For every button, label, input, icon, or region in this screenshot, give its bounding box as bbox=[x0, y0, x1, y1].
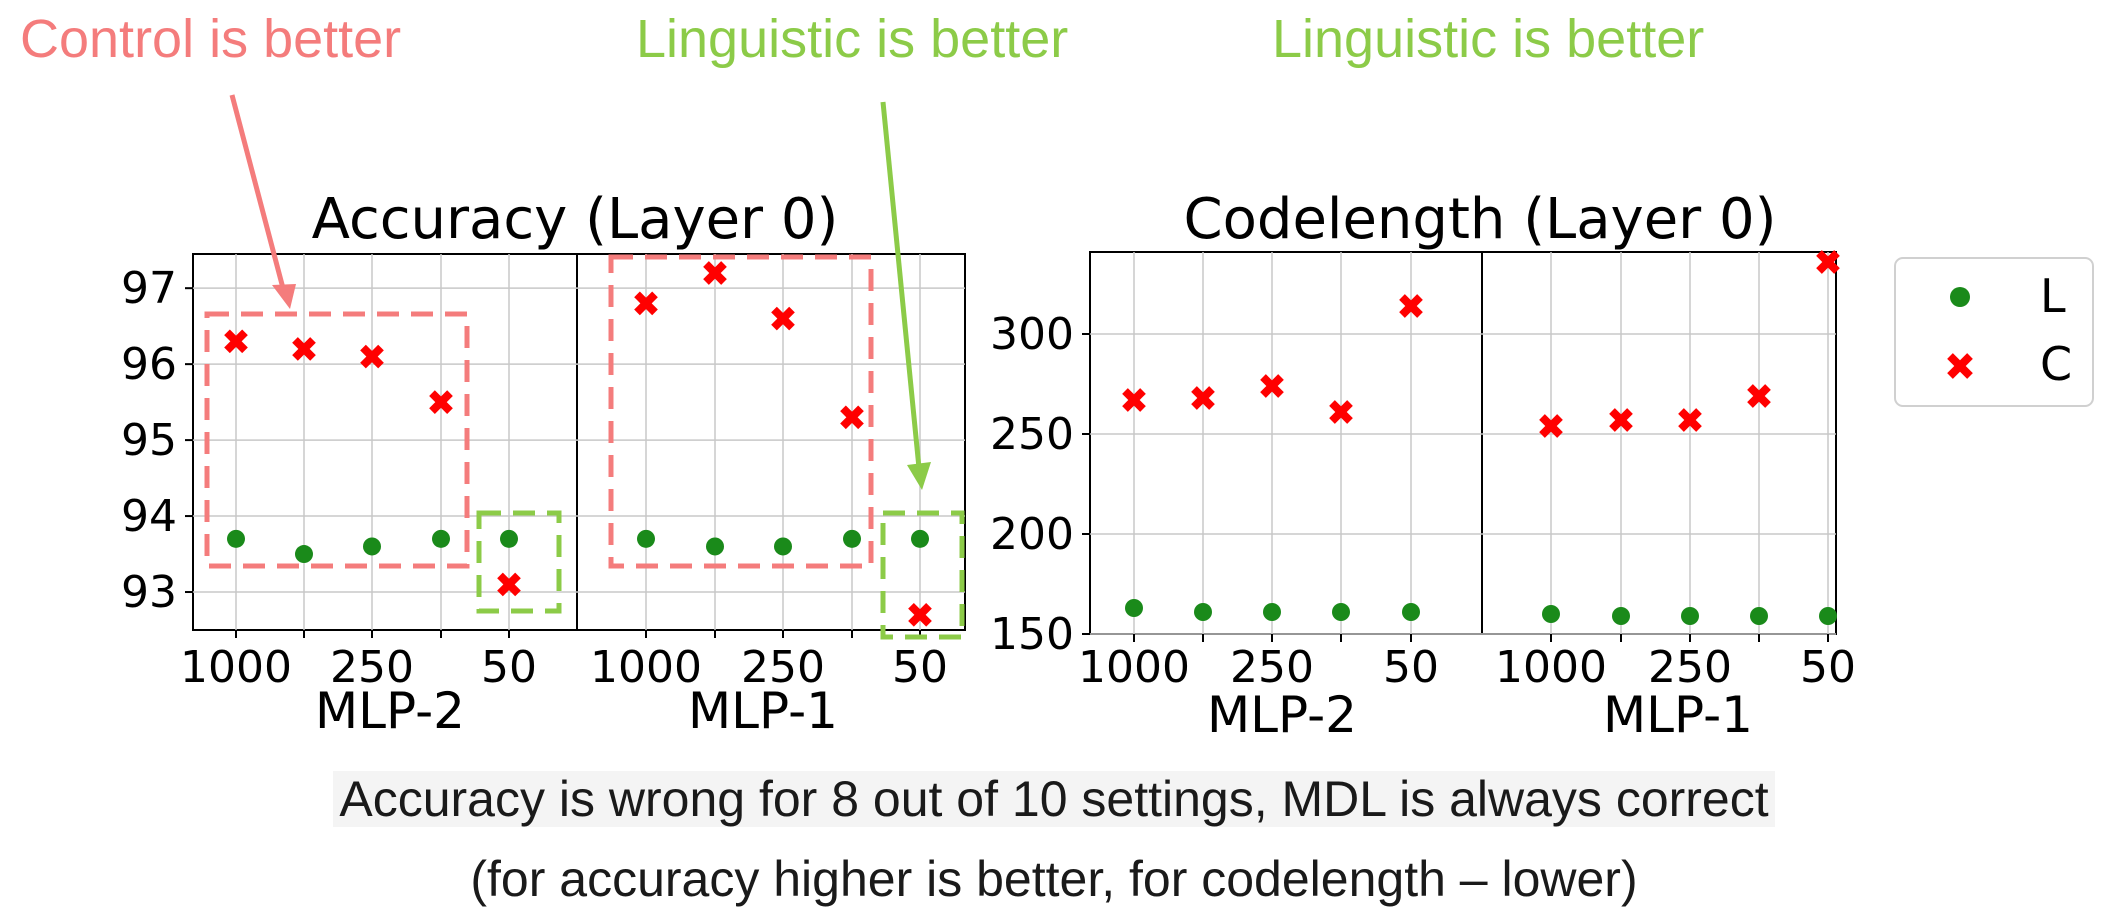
point-L bbox=[1125, 599, 1143, 617]
y-tick-label: 93 bbox=[121, 567, 177, 618]
point-C bbox=[1678, 408, 1702, 432]
x-tick-label: 250 bbox=[741, 642, 825, 693]
point-C bbox=[634, 291, 658, 316]
point-C bbox=[1747, 384, 1771, 408]
x-tick-label: 50 bbox=[481, 642, 537, 693]
point-C bbox=[703, 261, 727, 285]
chart-title-accuracy: Accuracy (Layer 0) bbox=[312, 187, 839, 252]
point-C bbox=[1609, 408, 1633, 432]
x-tick-label: 1000 bbox=[1495, 642, 1607, 693]
point-C bbox=[771, 306, 795, 331]
annotation-linguistic-better-1: Linguistic is better bbox=[636, 9, 1068, 69]
accuracy-plot-area bbox=[192, 253, 966, 631]
linguistic-better-box-mlp2 bbox=[476, 510, 562, 614]
caption-line-2: (for accuracy higher is better, for code… bbox=[0, 850, 2108, 908]
x-tick-label: 250 bbox=[1648, 642, 1732, 693]
point-L bbox=[774, 537, 792, 556]
point-C bbox=[497, 572, 521, 597]
point-C bbox=[1816, 250, 1840, 274]
legend-label-L: L bbox=[2040, 269, 2066, 323]
point-L bbox=[843, 529, 861, 548]
point-C bbox=[1191, 386, 1215, 410]
point-C bbox=[429, 390, 453, 414]
control-better-box-mlp2 bbox=[204, 311, 470, 569]
point-L bbox=[1750, 607, 1768, 625]
accuracy-xlabel-mlp2: MLP-2 bbox=[315, 682, 465, 740]
caption-line-1-text: Accuracy is wrong for 8 out of 10 settin… bbox=[333, 771, 1775, 827]
point-L bbox=[1542, 605, 1560, 623]
legend-marker-C bbox=[1947, 353, 1973, 379]
accuracy-xlabel-mlp1: MLP-1 bbox=[688, 682, 838, 740]
point-L bbox=[1681, 607, 1699, 625]
point-C bbox=[840, 405, 864, 430]
codelength-xlabel-mlp1: MLP-1 bbox=[1603, 686, 1753, 744]
point-L bbox=[1819, 607, 1837, 625]
linguistic-arrow bbox=[880, 101, 922, 469]
legend-marker-L bbox=[1950, 287, 1970, 307]
point-C bbox=[360, 344, 384, 369]
y-tick-label: 200 bbox=[990, 509, 1074, 560]
point-L bbox=[637, 529, 655, 548]
y-tick-label: 94 bbox=[121, 491, 177, 542]
y-tick-label: 96 bbox=[121, 339, 177, 390]
x-tick-label: 1000 bbox=[180, 642, 292, 693]
x-tick-label: 1000 bbox=[590, 642, 702, 693]
point-L bbox=[500, 529, 518, 548]
point-L bbox=[1612, 607, 1630, 625]
legend-box bbox=[1894, 257, 2094, 407]
point-L bbox=[1332, 603, 1350, 621]
point-C bbox=[224, 329, 248, 354]
caption-line-2-text: (for accuracy higher is better, for code… bbox=[470, 851, 1638, 907]
point-L bbox=[1263, 603, 1281, 621]
point-L bbox=[1194, 603, 1212, 621]
point-L bbox=[363, 537, 381, 556]
y-tick-label: 300 bbox=[990, 309, 1074, 360]
point-C bbox=[292, 337, 316, 361]
legend: L C bbox=[1894, 257, 2094, 407]
control-arrow bbox=[229, 94, 287, 293]
linguistic-arrowhead bbox=[907, 462, 931, 490]
point-L bbox=[432, 529, 450, 548]
x-tick-label: 50 bbox=[1800, 642, 1856, 693]
caption-line-1: Accuracy is wrong for 8 out of 10 settin… bbox=[0, 770, 2108, 828]
linguistic-better-box-mlp1 bbox=[880, 510, 965, 640]
x-tick-label: 50 bbox=[1383, 642, 1439, 693]
point-C bbox=[1539, 414, 1563, 438]
y-tick-label: 250 bbox=[990, 409, 1074, 460]
legend-label-C: C bbox=[2040, 337, 2072, 391]
point-C bbox=[1329, 400, 1353, 424]
codelength-plot-area bbox=[1089, 251, 1837, 635]
x-tick-label: 50 bbox=[892, 642, 948, 693]
point-L bbox=[1402, 603, 1420, 621]
control-better-box-mlp1 bbox=[608, 254, 874, 569]
x-tick-label: 1000 bbox=[1078, 642, 1190, 693]
point-L bbox=[911, 529, 929, 548]
point-C bbox=[908, 602, 932, 627]
y-tick-label: 95 bbox=[121, 415, 177, 466]
annotation-linguistic-better-2: Linguistic is better bbox=[1272, 9, 1704, 69]
point-C bbox=[1399, 294, 1423, 318]
codelength-xlabel-mlp2: MLP-2 bbox=[1207, 686, 1357, 744]
x-tick-label: 250 bbox=[330, 642, 414, 693]
point-L bbox=[295, 545, 313, 564]
annotation-shapes bbox=[204, 94, 965, 640]
control-arrowhead bbox=[272, 284, 296, 309]
point-L bbox=[227, 529, 245, 548]
annotation-control-better: Control is better bbox=[20, 9, 401, 69]
chart-title-codelength: Codelength (Layer 0) bbox=[1184, 187, 1777, 252]
x-tick-label: 250 bbox=[1230, 642, 1314, 693]
point-C bbox=[1122, 388, 1146, 412]
y-tick-label: 150 bbox=[990, 609, 1074, 660]
legend-cross-shape bbox=[1947, 353, 1973, 379]
y-tick-label: 97 bbox=[121, 263, 177, 314]
point-L bbox=[706, 537, 724, 556]
point-C bbox=[1260, 374, 1284, 398]
